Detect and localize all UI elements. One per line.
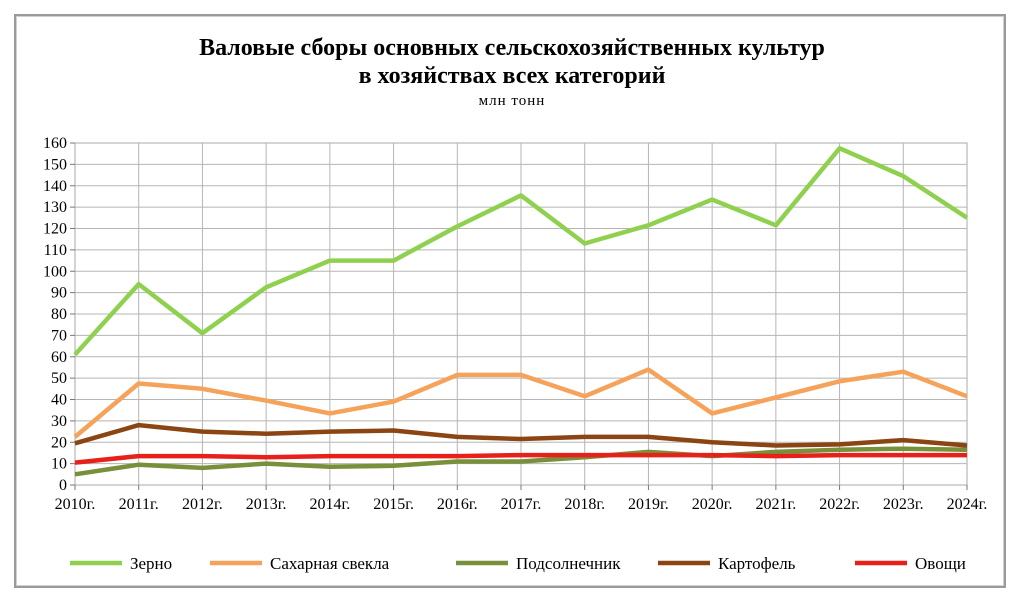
legend-item-4: Картофель [658,554,796,573]
legend-item-3: Подсолнечник [456,554,621,573]
y-axis-ticks: 0 10 20 30 40 50 60 70 80 90 100 110 120 130 140 150 160 [43,135,75,494]
series-line-2 [73,367,968,439]
x-tick-label: 2013г. [246,496,287,513]
chart-subtitle: млн тонн [478,93,546,109]
x-tick-label: 2023г. [883,496,924,513]
y-tick-label: 40 [51,392,67,409]
chart-title: Валовые сборы основных сельскохозяйствен… [199,35,825,61]
x-tick-label: 2019г. [628,496,669,513]
y-tick-label: 100 [43,263,67,280]
y-tick-label: 80 [51,306,67,323]
legend-label: Овощи [915,554,966,573]
series-line-3 [74,446,968,477]
legend-item-1: Зерно [70,554,172,573]
legend-item-5: Овощи [855,554,966,573]
legend-label: Картофель [718,554,796,573]
y-tick-label: 160 [43,135,67,152]
x-tick-label: 2015г. [373,496,414,513]
series-lines [73,146,969,477]
chart-frame [14,14,1006,588]
y-tick-label: 60 [51,349,67,366]
y-tick-label: 10 [51,456,67,473]
legend-label: Подсолнечник [516,554,621,573]
y-tick-label: 90 [51,285,67,302]
series-line-5 [74,452,967,465]
x-tick-label: 2017г. [501,496,542,513]
x-tick-label: 2024г. [947,496,988,513]
y-tick-label: 130 [43,199,67,216]
x-tick-label: 2010г. [55,496,96,513]
chart-title-line2: в хозяйствах всех категорий [358,63,666,89]
x-tick-label: 2012г. [182,496,223,513]
legend-label: Зерно [130,554,172,573]
x-axis-ticks: 2010г. 2011г. 2012г. 2013г. 2014г. 2015г. 2016… [55,485,988,513]
y-tick-label: 150 [43,156,67,173]
x-tick-label: 2020г. [692,496,733,513]
y-tick-label: 70 [51,327,67,344]
x-tick-label: 2018г. [564,496,605,513]
x-tick-label: 2011г. [119,496,159,513]
x-tick-label: 2016г. [437,496,478,513]
y-tick-label: 110 [44,242,67,259]
legend-item-2: Сахарная свекла [210,554,390,573]
series-line-1 [73,146,969,357]
y-tick-label: 20 [51,434,67,451]
series-line-4 [74,422,968,448]
legend: Зерно Сахарная свекла Подсолнечник Картофел… [70,554,966,573]
y-tick-label: 30 [51,413,67,430]
y-tick-label: 140 [43,178,67,195]
y-tick-label: 0 [59,477,67,494]
x-tick-label: 2014г. [309,496,350,513]
y-tick-label: 120 [43,221,67,238]
x-tick-label: 2022г. [819,496,860,513]
y-tick-label: 50 [51,370,67,387]
x-tick-label: 2021г. [755,496,796,513]
legend-label: Сахарная свекла [270,554,390,573]
